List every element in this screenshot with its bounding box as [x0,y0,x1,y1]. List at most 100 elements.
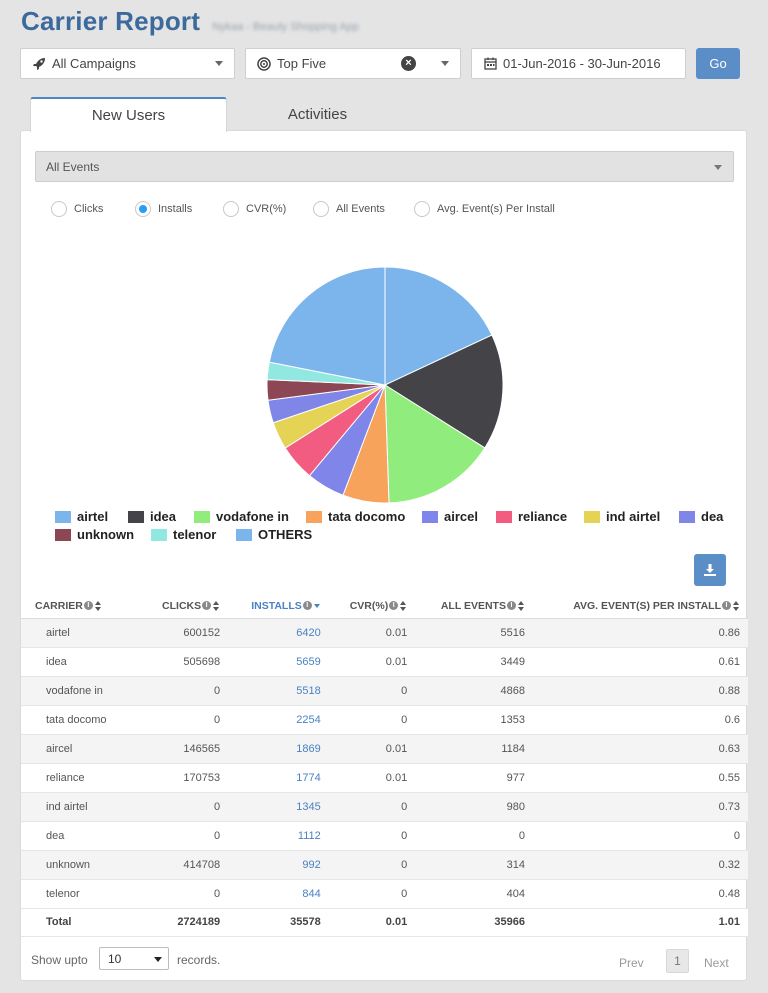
cell-cvr: 0 [328,879,416,909]
radio-all-events[interactable]: All Events [313,201,385,217]
info-icon[interactable]: i [506,601,516,611]
radio-circle-icon[interactable] [313,201,329,217]
legend-item[interactable]: unknown [55,527,134,542]
table-header-row: CARRIER i CLICKS i INSTALLS i CVR(%) i ALL E… [21,594,748,619]
radio-installs[interactable]: Installs [135,201,192,217]
legend-item[interactable]: aircel [422,509,478,524]
total-avg: 1.01 [532,908,748,937]
cell-installs[interactable]: 5659 [228,647,329,677]
radio-clicks[interactable]: Clicks [51,201,103,217]
radio-label: Clicks [74,203,104,215]
cell-cvr: 0.01 [328,734,416,764]
cell-installs[interactable]: 6420 [228,618,329,648]
column-header-carrier[interactable]: CARRIER i [21,594,141,619]
cell-installs[interactable]: 1869 [228,734,329,764]
table-row: aircel 146565 1869 0.01 1184 0.63 [21,734,748,764]
go-button[interactable]: Go [696,48,740,79]
date-range-picker[interactable]: 01-Jun-2016 - 30-Jun-2016 [471,48,686,79]
cell-avg: 0 [532,821,748,851]
sort-icon[interactable] [400,600,407,611]
report-panel: All Events Clicks Installs CVR(%) All Ev… [20,130,748,981]
column-header-avg-events[interactable]: AVG. EVENT(S) PER INSTALL i [532,594,748,619]
legend-swatch [496,510,512,523]
sort-icon[interactable] [517,600,525,611]
cell-installs[interactable]: 1774 [228,763,329,793]
cell-clicks: 600152 [141,618,229,648]
sort-icon[interactable] [94,600,102,611]
column-header-clicks[interactable]: CLICKS i [141,594,229,619]
sort-icon[interactable] [733,600,740,611]
legend-item[interactable]: airtel [55,509,108,524]
cell-installs[interactable]: 844 [228,879,329,909]
cell-cvr: 0 [328,821,416,851]
events-select[interactable]: All Events [35,151,734,182]
info-icon[interactable]: i [83,601,93,611]
info-icon[interactable]: i [722,601,731,611]
cell-installs[interactable]: 992 [228,850,329,880]
legend-item[interactable]: vodafone in [194,509,289,524]
legend-item[interactable]: telenor [151,527,216,542]
cell-installs[interactable]: 1345 [228,792,329,822]
tab-new-users[interactable]: New Users [30,97,227,132]
cell-clicks: 146565 [141,734,229,764]
chevron-down-icon [441,61,449,66]
pagination-next[interactable]: Next [704,956,729,970]
metric-radio-group: Clicks Installs CVR(%) All Events Avg. E… [51,201,731,219]
legend-label: ind airtel [606,509,661,524]
column-header-label: AVG. EVENT(S) PER INSTALL [573,599,721,612]
pie-slice-idea[interactable] [383,334,504,449]
cell-carrier: reliance [21,763,141,793]
calendar-icon [483,57,497,70]
cell-installs[interactable]: 1112 [228,821,329,851]
pie-slice-vodafone-in[interactable] [384,384,486,504]
info-icon[interactable]: i [202,601,212,611]
info-icon[interactable]: i [389,601,399,611]
cell-carrier: vodafone in [21,676,141,706]
cell-carrier: idea [21,647,141,677]
legend-item[interactable]: reliance [496,509,567,524]
sort-desc-icon[interactable] [313,601,321,611]
legend-item[interactable]: ind airtel [584,509,660,524]
sort-icon[interactable] [213,600,220,611]
cell-events: 5516 [415,618,533,648]
radio-circle-icon[interactable] [223,201,239,217]
download-button[interactable] [694,554,726,586]
pagination-prev[interactable]: Prev [619,956,644,970]
cell-installs[interactable]: 5518 [228,676,329,706]
cell-clicks: 414708 [141,850,229,880]
radio-cvr[interactable]: CVR(%) [223,201,286,217]
cell-events: 977 [415,763,533,793]
cell-installs[interactable]: 2254 [228,705,329,735]
pie-slice-airtel[interactable] [384,266,493,386]
table-row: reliance 170753 1774 0.01 977 0.55 [21,763,748,793]
legend-item[interactable]: tata docomo [306,509,405,524]
cell-events: 314 [415,850,533,880]
total-clicks: 2724189 [141,908,229,937]
legend-item[interactable]: idea [128,509,176,524]
campaign-select-value: All Campaigns [52,56,136,71]
column-header-all-events[interactable]: ALL EVENTS i [415,594,533,619]
info-icon[interactable]: i [302,601,312,611]
campaign-select[interactable]: All Campaigns [20,48,235,79]
radio-circle-icon[interactable] [414,201,430,217]
legend-item[interactable]: OTHERS [236,527,312,542]
page-title: Carrier Report [21,6,201,36]
pagination-page-1[interactable]: 1 [666,949,689,973]
column-header-label: ALL EVENTS [440,599,506,612]
top-select[interactable]: Top Five × [245,48,461,79]
rocket-icon [32,57,46,71]
legend-item[interactable]: dea [679,509,723,524]
cell-clicks: 170753 [141,763,229,793]
column-header-cvr[interactable]: CVR(%) i [328,594,416,619]
column-header-label: CLICKS [162,599,202,612]
cell-avg: 0.73 [532,792,748,822]
column-header-installs[interactable]: INSTALLS i [228,594,329,619]
radio-avg-events[interactable]: Avg. Event(s) Per Install [414,201,555,217]
clear-icon[interactable]: × [401,56,416,71]
radio-checked-icon[interactable] [135,201,151,217]
pie-slice-others[interactable] [268,266,386,386]
tab-activities[interactable]: Activities [287,105,348,123]
app-name-subtitle: Nykaa - Beauty Shopping App [212,21,359,33]
records-per-page-select[interactable]: 10 [99,947,169,970]
radio-circle-icon[interactable] [51,201,67,217]
